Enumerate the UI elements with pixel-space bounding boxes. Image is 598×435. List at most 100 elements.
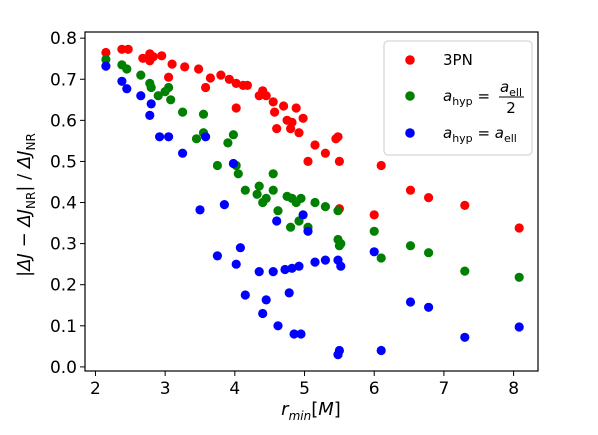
data-point-3pn bbox=[279, 101, 289, 111]
x-tick-label: 6 bbox=[369, 379, 380, 399]
data-point-hyp-half bbox=[376, 253, 386, 263]
data-point-hyp-ell bbox=[296, 329, 306, 339]
legend-label-hyp-half-denominator: 2 bbox=[506, 99, 516, 117]
data-point-3pn bbox=[287, 117, 297, 127]
y-tick-label: 0.4 bbox=[50, 194, 77, 214]
data-point-3pn bbox=[167, 59, 177, 69]
y-tick-label: 0.0 bbox=[50, 358, 77, 378]
data-point-3pn bbox=[205, 73, 215, 83]
data-point-3pn bbox=[164, 72, 174, 82]
data-point-hyp-half bbox=[286, 222, 296, 232]
data-point-hyp-half bbox=[122, 64, 132, 74]
data-point-3pn bbox=[101, 47, 111, 58]
data-point-hyp-ell bbox=[195, 205, 205, 215]
data-point-hyp-ell bbox=[268, 267, 278, 277]
data-point-hyp-half bbox=[136, 70, 146, 80]
data-point-3pn bbox=[261, 91, 271, 101]
data-point-hyp-ell bbox=[261, 295, 271, 305]
data-point-hyp-half bbox=[424, 248, 434, 258]
x-tick-label: 2 bbox=[90, 379, 101, 399]
data-point-hyp-ell bbox=[235, 243, 245, 253]
axis-ticks-layer: 2 3 4 5 6 7 8 0.0 0.1 0.2 0.3 0.4 0.5 0.6 0.7 0.8 bbox=[50, 29, 519, 399]
data-point-3pn bbox=[424, 193, 434, 203]
data-point-3pn bbox=[291, 103, 301, 113]
data-point-hyp-ell bbox=[164, 132, 174, 142]
data-point-hyp-ell bbox=[298, 210, 308, 220]
data-point-hyp-ell bbox=[155, 132, 165, 142]
data-point-3pn bbox=[270, 107, 280, 117]
legend-box bbox=[383, 40, 533, 156]
data-point-hyp-half bbox=[333, 206, 343, 216]
data-point-3pn bbox=[268, 97, 278, 107]
data-point-3pn bbox=[201, 82, 211, 93]
legend-marker-3pn bbox=[405, 55, 415, 65]
data-point-3pn bbox=[272, 124, 282, 134]
data-point-3pn bbox=[376, 160, 386, 171]
data-point-3pn bbox=[460, 200, 470, 210]
data-point-hyp-ell bbox=[136, 91, 146, 101]
data-point-3pn bbox=[123, 44, 133, 54]
data-points-layer bbox=[101, 44, 524, 360]
data-point-hyp-ell bbox=[460, 332, 470, 342]
data-point-hyp-ell bbox=[514, 322, 524, 332]
data-point-hyp-ell bbox=[228, 158, 238, 169]
plot-area-frame bbox=[84, 31, 539, 372]
legend-label-hyp-half-fraction: aell bbox=[500, 78, 522, 99]
data-point-3pn bbox=[405, 185, 416, 195]
data-point-hyp-half bbox=[261, 193, 271, 203]
data-point-hyp-ell bbox=[303, 226, 313, 236]
data-point-hyp-half bbox=[310, 197, 320, 208]
data-point-3pn bbox=[334, 156, 344, 166]
legend-marker-hyp-half bbox=[405, 91, 415, 101]
legend-label-hyp-ell: ahyp = aell bbox=[443, 124, 517, 145]
data-point-hyp-half bbox=[164, 82, 174, 93]
data-point-hyp-ell bbox=[273, 321, 283, 331]
data-point-3pn bbox=[294, 128, 304, 138]
data-point-3pn bbox=[138, 53, 148, 63]
data-point-hyp-ell bbox=[320, 255, 330, 265]
data-point-hyp-half bbox=[153, 91, 163, 101]
legend-label-hyp-half: ahyp = bbox=[443, 87, 490, 108]
data-point-3pn bbox=[320, 148, 330, 158]
y-tick-label: 0.3 bbox=[50, 235, 77, 255]
data-point-hyp-half bbox=[223, 138, 233, 148]
legend: 3PN ahyp = aell 2 ahyp = aell bbox=[383, 40, 533, 156]
data-point-hyp-ell bbox=[212, 251, 222, 261]
data-point-hyp-half bbox=[268, 185, 278, 195]
data-point-hyp-ell bbox=[336, 261, 346, 271]
x-tick-label: 8 bbox=[508, 379, 519, 399]
data-point-3pn bbox=[224, 74, 234, 84]
data-point-hyp-ell bbox=[376, 345, 386, 356]
data-point-3pn bbox=[216, 70, 226, 80]
data-point-3pn bbox=[117, 44, 127, 54]
data-point-3pn bbox=[514, 223, 524, 233]
data-point-hyp-half bbox=[252, 189, 262, 199]
data-point-hyp-half bbox=[405, 241, 416, 251]
data-point-3pn bbox=[231, 103, 241, 113]
data-point-hyp-ell bbox=[254, 267, 264, 277]
data-point-hyp-half bbox=[228, 130, 238, 140]
data-point-hyp-half bbox=[514, 272, 524, 282]
data-point-hyp-half bbox=[296, 193, 306, 203]
data-point-hyp-half bbox=[191, 134, 202, 144]
data-point-hyp-half bbox=[233, 169, 243, 179]
data-point-hyp-ell bbox=[369, 247, 379, 257]
data-point-hyp-ell bbox=[145, 110, 155, 120]
data-point-hyp-half bbox=[320, 202, 330, 212]
data-point-hyp-half bbox=[212, 160, 222, 171]
data-point-hyp-half bbox=[240, 185, 250, 195]
x-axis-label: rmin[M] bbox=[281, 399, 341, 423]
data-point-3pn bbox=[231, 78, 241, 88]
data-point-hyp-ell bbox=[240, 290, 250, 300]
data-point-hyp-half bbox=[369, 226, 379, 236]
x-tick-label: 4 bbox=[229, 379, 240, 399]
data-point-hyp-half bbox=[254, 181, 264, 191]
data-point-3pn bbox=[180, 62, 190, 72]
data-point-hyp-ell bbox=[294, 261, 304, 271]
y-tick-label: 0.2 bbox=[50, 276, 77, 296]
data-point-hyp-ell bbox=[405, 297, 416, 307]
data-point-hyp-half bbox=[198, 109, 209, 119]
data-point-3pn bbox=[148, 52, 158, 62]
data-point-hyp-ell bbox=[310, 257, 320, 267]
data-point-hyp-half bbox=[146, 82, 156, 93]
